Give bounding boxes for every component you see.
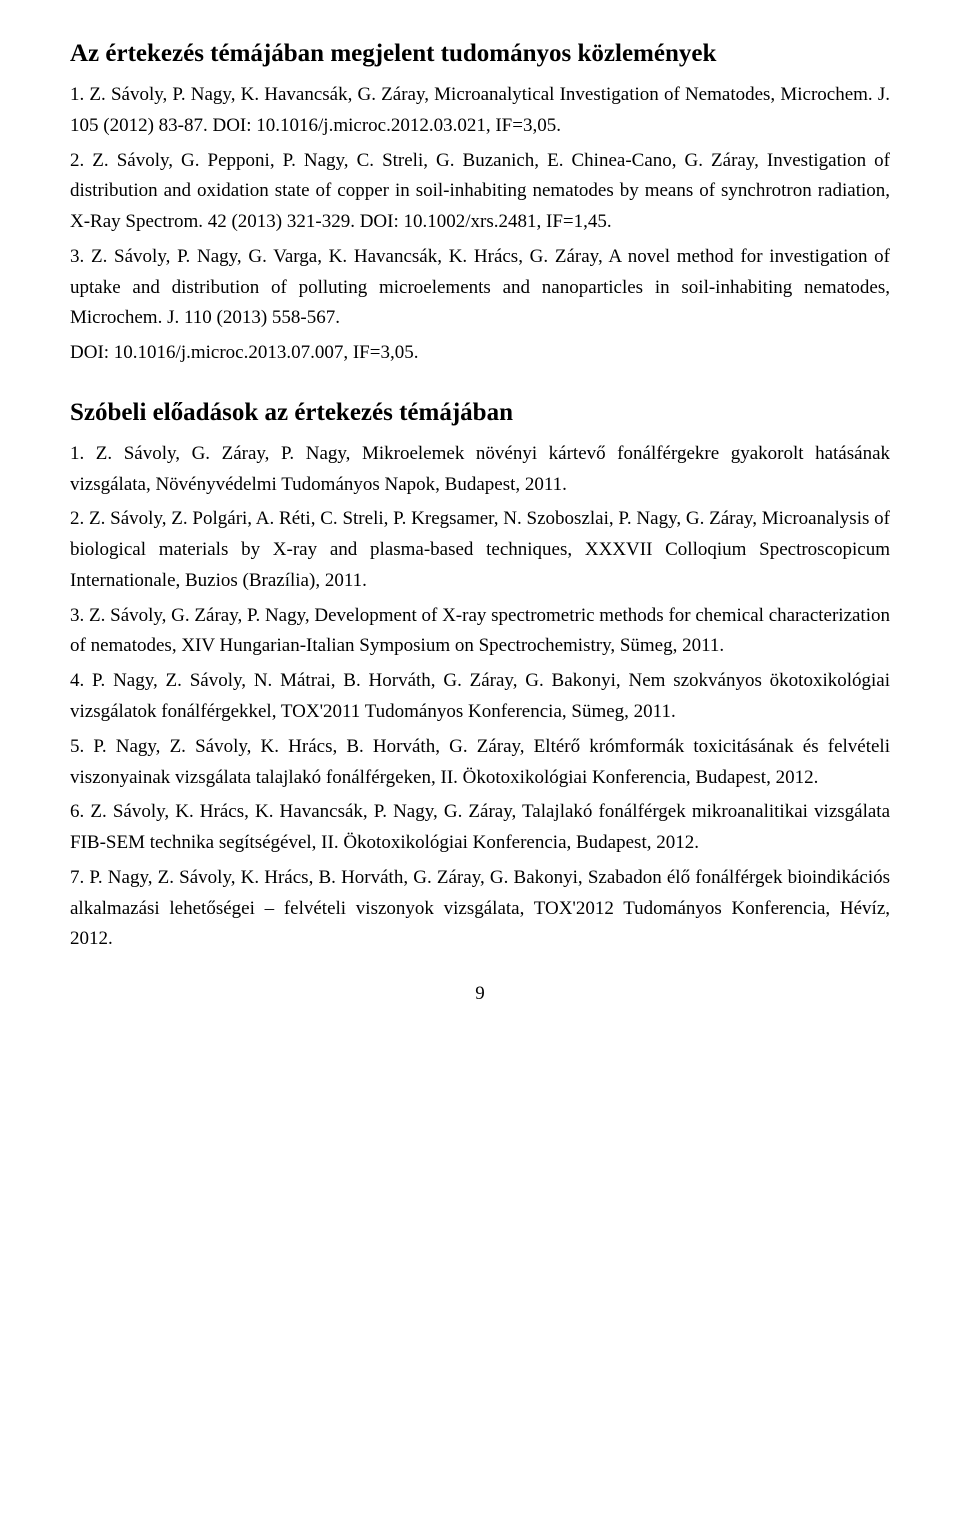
talk-entry: 5. P. Nagy, Z. Sávoly, K. Hrács, B. Horv… <box>70 732 890 794</box>
pub-entry: DOI: 10.1016/j.microc.2013.07.007, IF=3,… <box>70 338 890 369</box>
talk-entry: 4. P. Nagy, Z. Sávoly, N. Mátrai, B. Hor… <box>70 666 890 728</box>
talk-entry: 3. Z. Sávoly, G. Záray, P. Nagy, Develop… <box>70 601 890 663</box>
talk-entry: 1. Z. Sávoly, G. Záray, P. Nagy, Mikroel… <box>70 439 890 501</box>
section1-title: Az értekezés témájában megjelent tudomán… <box>70 40 890 68</box>
section2-title: Szóbeli előadások az értekezés témájában <box>70 399 890 427</box>
page-number: 9 <box>70 983 890 1005</box>
document-page: Az értekezés témájában megjelent tudomán… <box>0 0 960 1035</box>
pub-entry: 2. Z. Sávoly, G. Pepponi, P. Nagy, C. St… <box>70 146 890 238</box>
talk-entry: 6. Z. Sávoly, K. Hrács, K. Havancsák, P.… <box>70 797 890 859</box>
pub-entry: 1. Z. Sávoly, P. Nagy, K. Havancsák, G. … <box>70 80 890 142</box>
talk-entry: 2. Z. Sávoly, Z. Polgári, A. Réti, C. St… <box>70 504 890 596</box>
pub-entry: 3. Z. Sávoly, P. Nagy, G. Varga, K. Hava… <box>70 242 890 334</box>
talk-entry: 7. P. Nagy, Z. Sávoly, K. Hrács, B. Horv… <box>70 863 890 955</box>
